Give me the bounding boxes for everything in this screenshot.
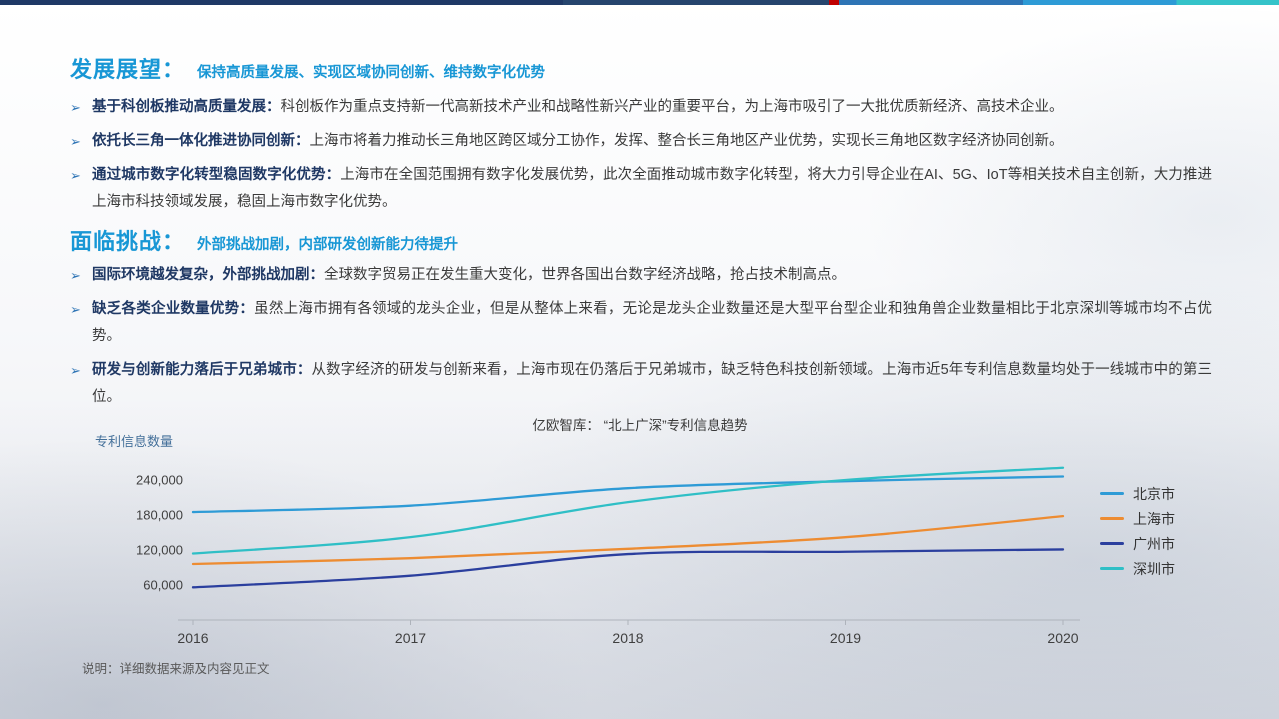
bullet-lead: 国际环境越发复杂，外部挑战加剧： — [92, 267, 324, 283]
arrow-bullet-icon: ➢ — [70, 363, 81, 378]
legend-swatch — [1100, 517, 1124, 520]
legend-label: 深圳市 — [1133, 560, 1175, 577]
legend-item: 北京市 — [1100, 481, 1175, 506]
section2-bullets: ➢ 国际环境越发复杂，外部挑战加剧：全球数字贸易正在发生重大变化，世界各国出台数… — [70, 262, 1212, 418]
bullet-text: 从数字经济的研发与创新来看，上海市现在仍落后于兄弟城市，缺乏特色科技创新领域。上… — [92, 362, 1213, 405]
bullet-lead: 通过城市数字化转型稳固数字化优势： — [92, 167, 341, 183]
arrow-bullet-icon: ➢ — [70, 268, 81, 283]
arrow-bullet-icon: ➢ — [70, 134, 81, 149]
svg-text:2018: 2018 — [612, 630, 643, 646]
bullet-lead: 缺乏各类企业数量优势： — [92, 301, 255, 317]
legend-swatch — [1100, 567, 1124, 570]
svg-text:2019: 2019 — [830, 630, 861, 646]
chart-legend: 北京市 上海市 广州市 深圳市 — [1100, 481, 1175, 581]
bullet-item: ➢ 依托长三角一体化推进协同创新：上海市将着力推动长三角地区跨区域分工协作，发挥… — [70, 128, 1212, 155]
bullet-text: 上海市将着力推动长三角地区跨区域分工协作，发挥、整合长三角地区产业优势，实现长三… — [309, 133, 1064, 149]
bullet-text: 上海市在全国范围拥有数字化发展优势，此次全面推动城市数字化转型，将大力引导企业在… — [92, 167, 1212, 210]
legend-swatch — [1100, 542, 1124, 545]
section2-title: 面临挑战： — [70, 229, 186, 254]
svg-text:2016: 2016 — [177, 630, 208, 646]
section2-header: 面临挑战： 外部挑战加剧，内部研发创新能力待提升 — [70, 224, 458, 256]
patent-chart-svg: 60,000 120,000 180,000 240,000 2016 2017 2018 2… — [136, 466, 1080, 646]
bullet-lead: 依托长三角一体化推进协同创新： — [92, 133, 310, 149]
arrow-bullet-icon: ➢ — [70, 100, 81, 115]
section1-bullets: ➢ 基于科创板推动高质量发展：科创板作为重点支持新一代高新技术产业和战略性新兴产… — [70, 94, 1212, 223]
svg-text:120,000: 120,000 — [136, 543, 183, 558]
legend-label: 上海市 — [1133, 510, 1175, 527]
svg-text:180,000: 180,000 — [136, 508, 183, 523]
bullet-text: 科创板作为重点支持新一代高新技术产业和战略性新兴产业的重要平台，为上海市吸引了一… — [280, 99, 1064, 115]
legend-label: 广州市 — [1133, 535, 1175, 552]
top-accent-bar — [0, 0, 1279, 5]
bullet-lead: 基于科创板推动高质量发展： — [92, 99, 281, 115]
bullet-item: ➢ 通过城市数字化转型稳固数字化优势：上海市在全国范围拥有数字化发展优势，此次全… — [70, 162, 1212, 216]
section1-title: 发展展望： — [70, 57, 186, 82]
legend-item: 深圳市 — [1100, 556, 1175, 581]
bullet-item: ➢ 缺乏各类企业数量优势：虽然上海市拥有各领域的龙头企业，但是从整体上来看，无论… — [70, 296, 1212, 350]
bullet-text: 虽然上海市拥有各领域的龙头企业，但是从整体上来看，无论是龙头企业数量还是大型平台… — [92, 301, 1212, 344]
legend-swatch — [1100, 492, 1124, 495]
bullet-text: 全球数字贸易正在发生重大变化，世界各国出台数字经济战略，抢占技术制高点。 — [324, 267, 846, 283]
section1-subtitle: 保持高质量发展、实现区域协同创新、维持数字化优势 — [197, 65, 546, 81]
bullet-item: ➢ 基于科创板推动高质量发展：科创板作为重点支持新一代高新技术产业和战略性新兴产… — [70, 94, 1212, 121]
svg-text:60,000: 60,000 — [143, 578, 183, 593]
legend-label: 北京市 — [1133, 485, 1175, 502]
bullet-lead: 研发与创新能力落后于兄弟城市： — [92, 362, 312, 378]
legend-item: 广州市 — [1100, 531, 1175, 556]
bullet-item: ➢ 研发与创新能力落后于兄弟城市：从数字经济的研发与创新来看，上海市现在仍落后于… — [70, 357, 1212, 411]
arrow-bullet-icon: ➢ — [70, 302, 81, 317]
svg-text:2020: 2020 — [1047, 630, 1078, 646]
svg-text:240,000: 240,000 — [136, 473, 183, 488]
svg-text:2017: 2017 — [395, 630, 426, 646]
footnote: 说明：详细数据来源及内容见正文 — [82, 662, 270, 676]
bullet-item: ➢ 国际环境越发复杂，外部挑战加剧：全球数字贸易正在发生重大变化，世界各国出台数… — [70, 262, 1212, 289]
legend-item: 上海市 — [1100, 506, 1175, 531]
section2-subtitle: 外部挑战加剧，内部研发创新能力待提升 — [197, 237, 459, 253]
section1-header: 发展展望： 保持高质量发展、实现区域协同创新、维持数字化优势 — [70, 52, 545, 84]
arrow-bullet-icon: ➢ — [70, 168, 81, 183]
chart-title: 亿欧智库： “北上广深”专利信息趋势 — [532, 418, 748, 433]
chart-y-axis-label: 专利信息数量 — [95, 434, 174, 449]
